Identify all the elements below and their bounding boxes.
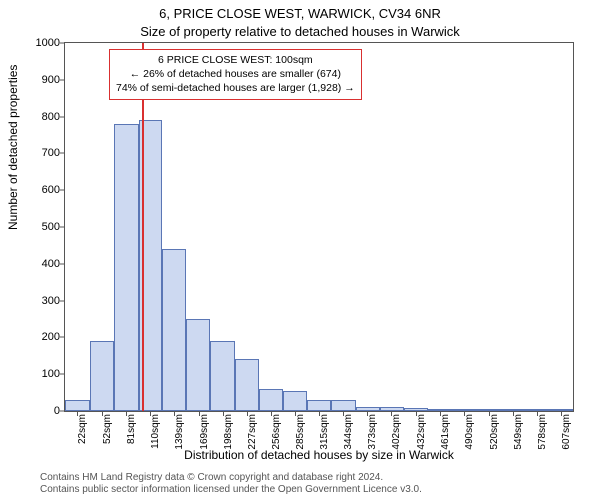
histogram-bar <box>210 341 235 411</box>
x-tick-label: 490sqm <box>464 414 475 454</box>
x-tick-label: 81sqm <box>126 414 137 454</box>
y-tick-label: 1000 <box>26 37 60 49</box>
y-tick-label: 0 <box>26 405 60 417</box>
y-tick-mark <box>60 411 64 412</box>
y-tick-mark <box>60 227 64 228</box>
y-tick-mark <box>60 263 64 264</box>
histogram-bar <box>524 409 549 411</box>
y-tick-mark <box>60 79 64 80</box>
plot-area: 6 PRICE CLOSE WEST: 100sqm← 26% of detac… <box>64 42 574 412</box>
histogram-bar <box>283 391 307 411</box>
histogram-bar <box>259 389 283 411</box>
x-tick-label: 256sqm <box>271 414 282 454</box>
y-tick-label: 400 <box>26 258 60 270</box>
y-tick-label: 100 <box>26 368 60 380</box>
x-tick-label: 344sqm <box>343 414 354 454</box>
histogram-bar <box>114 124 139 411</box>
x-tick-label: 578sqm <box>537 414 548 454</box>
y-tick-mark <box>60 190 64 191</box>
x-tick-label: 169sqm <box>199 414 210 454</box>
y-tick-label: 700 <box>26 147 60 159</box>
histogram-bar <box>452 409 476 411</box>
x-tick-label: 52sqm <box>102 414 113 454</box>
x-tick-label: 373sqm <box>367 414 378 454</box>
annotation-box: 6 PRICE CLOSE WEST: 100sqm← 26% of detac… <box>109 49 362 100</box>
histogram-bar <box>307 400 331 411</box>
histogram-bar <box>404 408 429 411</box>
y-tick-label: 500 <box>26 221 60 233</box>
x-tick-label: 607sqm <box>561 414 572 454</box>
y-tick-mark <box>60 374 64 375</box>
y-axis-label: Number of detached properties <box>6 65 20 230</box>
x-tick-label: 198sqm <box>223 414 234 454</box>
y-tick-mark <box>60 337 64 338</box>
y-tick-label: 600 <box>26 184 60 196</box>
x-tick-label: 549sqm <box>513 414 524 454</box>
annotation-line: 74% of semi-detached houses are larger (… <box>116 81 355 95</box>
histogram-bar <box>500 409 524 411</box>
y-tick-label: 200 <box>26 331 60 343</box>
histogram-bar <box>356 407 380 411</box>
footer-line-2: Contains public sector information licen… <box>40 484 592 496</box>
annotation-line: 6 PRICE CLOSE WEST: 100sqm <box>116 53 355 67</box>
x-tick-label: 285sqm <box>295 414 306 454</box>
histogram-bar <box>65 400 90 411</box>
chart-title-main: 6, PRICE CLOSE WEST, WARWICK, CV34 6NR <box>0 6 600 21</box>
footer-attribution: Contains HM Land Registry data © Crown c… <box>40 472 592 496</box>
x-tick-label: 227sqm <box>247 414 258 454</box>
histogram-bar <box>90 341 114 411</box>
chart-container: { "title_main": "6, PRICE CLOSE WEST, WA… <box>0 0 600 500</box>
histogram-bar <box>186 319 210 411</box>
x-tick-label: 139sqm <box>174 414 185 454</box>
x-tick-label: 22sqm <box>77 414 88 454</box>
y-tick-label: 900 <box>26 74 60 86</box>
x-tick-label: 110sqm <box>150 414 161 454</box>
histogram-bar <box>162 249 186 411</box>
y-tick-label: 800 <box>26 111 60 123</box>
histogram-bar <box>476 409 500 411</box>
y-tick-label: 300 <box>26 295 60 307</box>
chart-title-sub: Size of property relative to detached ho… <box>0 24 600 39</box>
histogram-bar <box>331 400 356 411</box>
histogram-bar <box>380 407 404 411</box>
y-tick-mark <box>60 153 64 154</box>
x-tick-label: 461sqm <box>440 414 451 454</box>
histogram-bar <box>549 409 573 411</box>
x-tick-label: 432sqm <box>416 414 427 454</box>
y-tick-mark <box>60 300 64 301</box>
annotation-line: ← 26% of detached houses are smaller (67… <box>116 67 355 81</box>
footer-line-1: Contains HM Land Registry data © Crown c… <box>40 472 592 484</box>
x-tick-label: 520sqm <box>489 414 500 454</box>
histogram-bar <box>428 409 452 411</box>
y-tick-mark <box>60 43 64 44</box>
y-tick-mark <box>60 116 64 117</box>
histogram-bar <box>235 359 259 411</box>
x-tick-label: 315sqm <box>319 414 330 454</box>
x-tick-label: 402sqm <box>391 414 402 454</box>
